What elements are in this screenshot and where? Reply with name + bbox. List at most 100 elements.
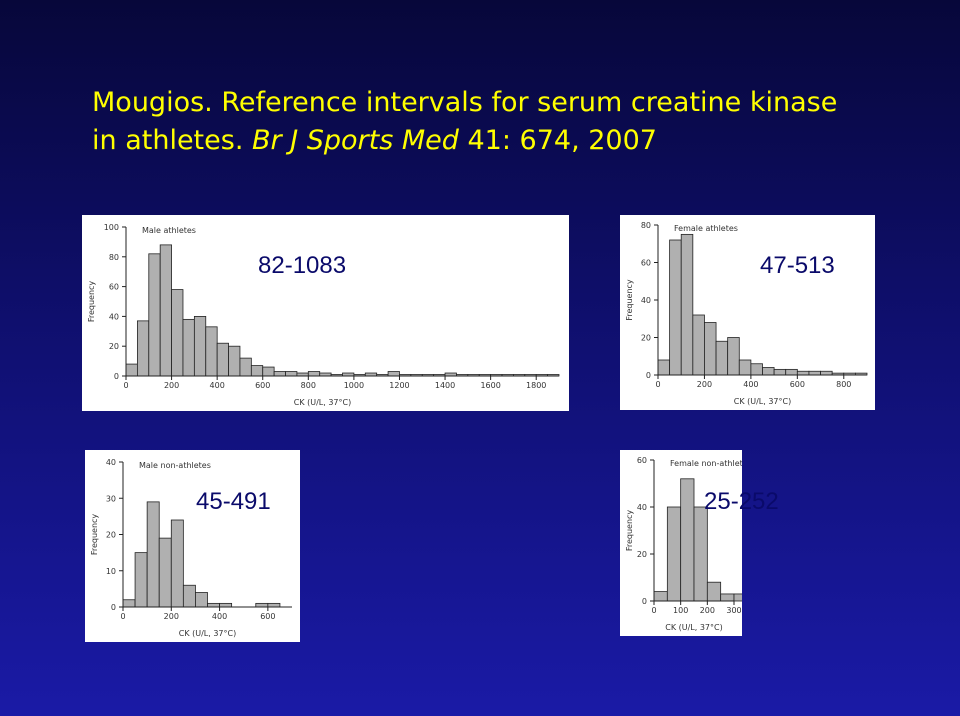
- chart-panel-male-athletes: 0 20 40 60 80 100 0 200 400 600 800 1000 1200 1400 160…: [82, 215, 569, 411]
- histogram-bar: [762, 367, 775, 376]
- y-tick-label: 60: [641, 259, 651, 268]
- y-axis-label: Frequency: [625, 279, 634, 321]
- range-label-male-non-athletes: 45-491: [196, 488, 271, 515]
- y-tick-label: 40: [641, 296, 651, 305]
- y-tick-label: 60: [637, 456, 647, 465]
- y-tick-label: 10: [106, 567, 116, 576]
- histogram-bar: [285, 371, 298, 377]
- x-axis-label: CK (U/L, 37°C): [734, 397, 791, 406]
- x-tick-label: 400: [210, 381, 225, 390]
- x-tick-label: 600: [790, 380, 805, 389]
- x-tick-label: 0: [651, 606, 656, 615]
- y-axis-label: Frequency: [87, 281, 96, 323]
- histogram-bar: [693, 506, 708, 602]
- x-tick-label: 400: [212, 612, 227, 621]
- histogram-svg: 0 20 40 60 0 100 200 300 CK (U/L, 37°C) Frequency…: [625, 456, 742, 632]
- histogram-bar: [796, 370, 810, 376]
- x-tick-label: 1400: [435, 381, 455, 390]
- histogram-bar: [715, 340, 729, 376]
- range-label-male-athletes: 82-1083: [258, 252, 347, 279]
- x-axis-label: CK (U/L, 37°C): [179, 629, 236, 638]
- histogram-bar: [657, 359, 671, 376]
- histogram-bar: [146, 501, 160, 608]
- histogram-bar: [136, 320, 150, 377]
- x-tick-label: 800: [301, 381, 316, 390]
- histogram-bar: [727, 337, 740, 376]
- histogram-bar: [125, 363, 138, 377]
- x-tick-label: 200: [697, 380, 712, 389]
- y-tick-label: 0: [642, 597, 647, 606]
- histogram-bar: [250, 365, 264, 377]
- x-tick-label: 200: [164, 612, 179, 621]
- x-tick-label: 1200: [389, 381, 409, 390]
- chart-title: Male athletes: [142, 226, 196, 235]
- histogram-bar: [170, 519, 184, 608]
- histogram-bar: [692, 314, 705, 376]
- y-tick-label: 20: [637, 550, 647, 559]
- y-tick-label: 40: [637, 503, 647, 512]
- histogram-bar: [182, 318, 195, 377]
- y-tick-label: 20: [106, 531, 116, 540]
- histogram-bar: [195, 592, 208, 608]
- histogram-bar: [228, 345, 241, 377]
- chart-panel-female-athletes: 0 20 40 60 80 0 200 400 600 800 CK (U/L, 37°C) Freq…: [620, 215, 875, 410]
- x-tick-label: 400: [743, 380, 758, 389]
- x-tick-label: 600: [260, 612, 275, 621]
- histogram-bar: [158, 537, 172, 608]
- title-line2-prefix: in athletes.: [92, 125, 252, 156]
- y-tick-label: 0: [111, 603, 116, 612]
- y-axis-label: Frequency: [90, 514, 99, 556]
- histogram-bar: [785, 368, 798, 376]
- histogram-bar: [750, 363, 763, 376]
- y-axis-label: Frequency: [625, 510, 634, 552]
- y-tick-label: 100: [104, 223, 119, 232]
- y-tick-label: 80: [109, 253, 119, 262]
- y-tick-label: 80: [641, 221, 651, 230]
- histogram-bar: [733, 593, 742, 602]
- y-tick-label: 20: [109, 342, 119, 351]
- x-axis-label: CK (U/L, 37°C): [665, 623, 722, 632]
- histogram-bar: [307, 371, 321, 377]
- histogram-bar: [148, 253, 161, 377]
- histogram-bar: [216, 342, 229, 377]
- histogram-bar: [171, 289, 184, 377]
- x-tick-label: 800: [836, 380, 851, 389]
- histogram-bar: [669, 239, 682, 376]
- histogram-bar: [706, 581, 722, 602]
- y-tick-label: 0: [114, 372, 119, 381]
- y-tick-label: 40: [109, 312, 119, 321]
- x-tick-label: 100: [673, 606, 688, 615]
- histogram-bar: [122, 599, 136, 608]
- title-line1: Mougios. Reference intervals for serum c…: [92, 87, 838, 118]
- histogram-bar: [267, 602, 281, 608]
- histogram-bar: [387, 371, 400, 377]
- chart-title: Female athletes: [674, 224, 738, 233]
- x-tick-label: 1800: [526, 381, 546, 390]
- histogram-bar: [680, 233, 694, 376]
- histogram-bar: [193, 316, 207, 377]
- chart-panel-male-non-athletes: 0 10 20 30 40 0 200 400 600 CK (U/L, 37°C) Frequen…: [85, 450, 300, 642]
- x-tick-label: 0: [655, 380, 660, 389]
- histogram-bar: [262, 366, 275, 377]
- x-tick-label: 0: [123, 381, 128, 390]
- histogram-bar: [205, 326, 218, 377]
- title-journal: Br J Sports Med: [251, 125, 459, 156]
- y-tick-label: 0: [646, 371, 651, 380]
- range-label-female-athletes: 47-513: [760, 252, 835, 279]
- range-label-female-non-athletes: 25-252: [704, 488, 779, 515]
- histogram-bar: [808, 370, 821, 376]
- chart-title: Female non-athletes: [670, 459, 742, 468]
- histogram-bar: [255, 602, 269, 608]
- histogram-bar: [653, 591, 668, 602]
- histogram-bar: [738, 359, 752, 376]
- x-tick-label: 300: [726, 606, 741, 615]
- slide-title: Mougios. Reference intervals for serum c…: [92, 84, 932, 160]
- histogram-bar: [219, 602, 233, 608]
- y-tick-label: 20: [641, 334, 651, 343]
- histogram-bar: [239, 357, 252, 377]
- histogram-bar: [159, 244, 172, 377]
- x-tick-label: 0: [120, 612, 125, 621]
- chart-panel-female-non-athletes: 0 20 40 60 0 100 200 300 CK (U/L, 37°C) Frequency…: [620, 450, 742, 636]
- histogram-bar: [820, 370, 833, 376]
